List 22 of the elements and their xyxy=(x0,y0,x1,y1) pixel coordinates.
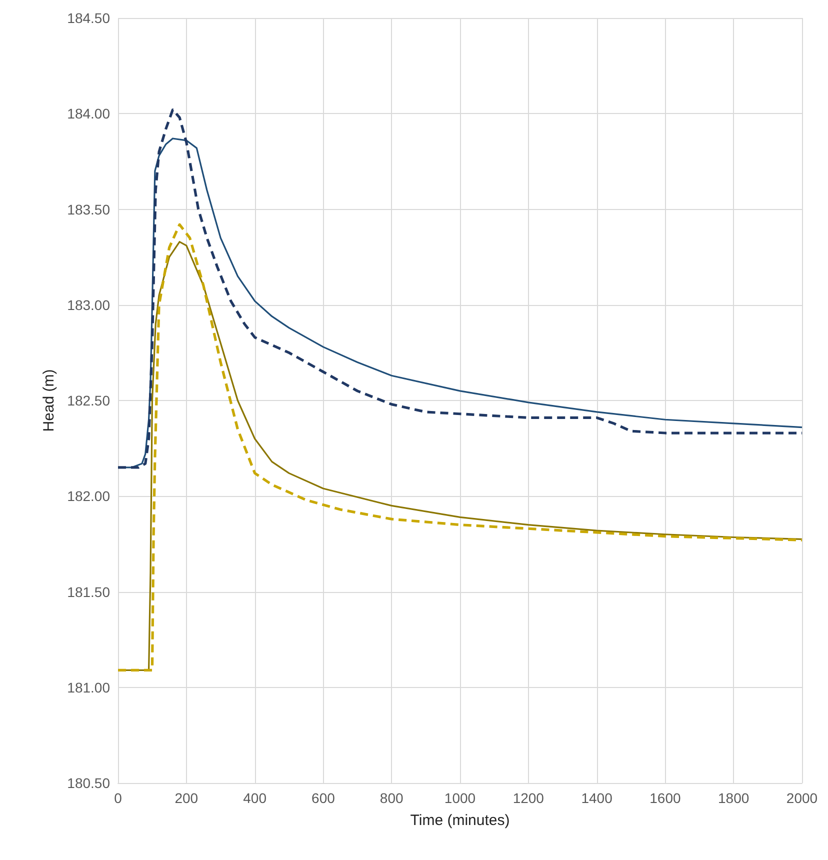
x-tick-label: 200 xyxy=(174,790,198,806)
y-tick-label: 181.00 xyxy=(67,679,110,696)
x-tick-label: 600 xyxy=(312,790,336,806)
x-axis-title: Time (minutes) xyxy=(410,812,510,829)
x-tick-label: 2000 xyxy=(786,790,818,806)
x-tick-label: 800 xyxy=(380,790,404,806)
y-tick-label: 184.00 xyxy=(67,106,110,122)
y-tick-label: 182.50 xyxy=(67,392,110,408)
x-tick-label: 0 xyxy=(114,790,122,806)
y-tick-label: 181.50 xyxy=(67,584,110,600)
x-tick-label: 1600 xyxy=(650,790,681,806)
y-tick-label: 183.00 xyxy=(67,296,110,313)
y-tick-label: 183.50 xyxy=(67,201,110,218)
x-tick-label: 1000 xyxy=(444,790,476,806)
y-axis-title: Head (m) xyxy=(40,369,58,432)
y-tick-label: 182.00 xyxy=(67,488,110,504)
y-tick-label: 184.50 xyxy=(67,10,110,26)
y-tick-label: 180.50 xyxy=(67,775,110,791)
x-tick-label: 1800 xyxy=(718,790,750,806)
x-tick-label: 1400 xyxy=(581,790,613,806)
x-tick-label: 1200 xyxy=(512,790,544,806)
x-tick-label: 400 xyxy=(243,790,267,806)
